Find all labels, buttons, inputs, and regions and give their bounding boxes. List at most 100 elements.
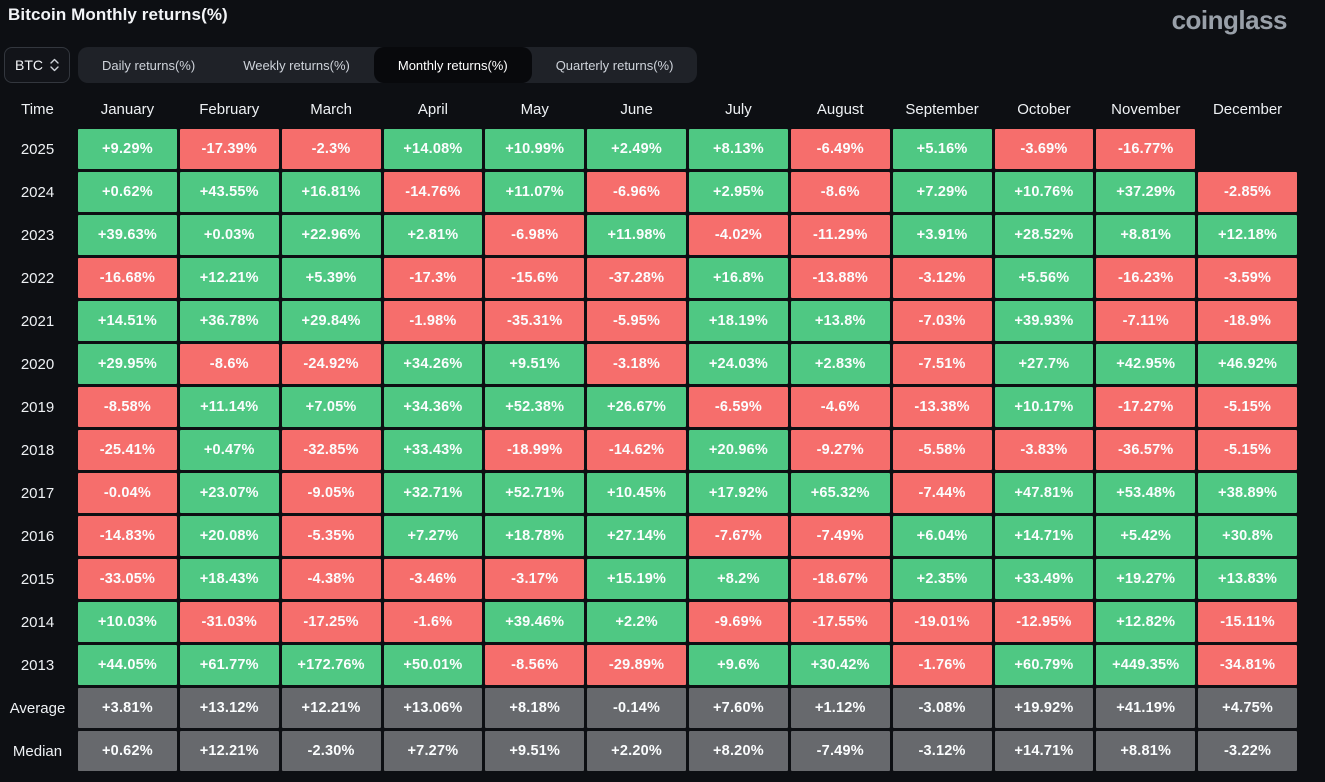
top-bar: Bitcoin Monthly returns(%) coinglass: [0, 0, 1325, 34]
monthly-return-cell: -0.04%: [78, 473, 177, 513]
page-title: Bitcoin Monthly returns(%): [8, 5, 228, 24]
monthly-return-cell: +12.18%: [1198, 215, 1297, 255]
summary-row-label: Median: [12, 742, 63, 760]
monthly-return-cell: -3.69%: [994, 129, 1094, 169]
monthly-return-cell: -17.25%: [281, 602, 381, 642]
monthly-return-cell: -6.49%: [790, 129, 890, 169]
year-row-label: 2013: [20, 656, 55, 674]
monthly-return-cell: +9.6%: [689, 645, 788, 685]
monthly-return-cell: +18.78%: [485, 516, 585, 556]
monthly-return-cell: -29.89%: [587, 645, 686, 685]
monthly-return-cell: -6.96%: [587, 172, 686, 212]
monthly-return-cell: +28.52%: [994, 215, 1094, 255]
monthly-return-cell: -9.69%: [689, 602, 788, 642]
monthly-return-cell: -7.03%: [892, 301, 992, 341]
monthly-return-cell: +17.92%: [689, 473, 788, 513]
controls-row: BTC Daily returns(%) Weekly returns(%) M…: [4, 47, 1325, 83]
summary-return-cell: +14.71%: [994, 731, 1094, 771]
monthly-return-cell: -2.3%: [281, 129, 381, 169]
monthly-return-cell: +12.21%: [179, 258, 279, 298]
monthly-return-cell: -3.12%: [892, 258, 992, 298]
monthly-return-cell: +10.03%: [78, 602, 177, 642]
monthly-return-cell: +11.14%: [179, 387, 279, 427]
monthly-return-cell: +16.81%: [281, 172, 381, 212]
month-column-header: May: [520, 100, 549, 118]
monthly-return-cell: +7.05%: [281, 387, 381, 427]
year-row-label: 2021: [20, 312, 55, 330]
summary-return-cell: +19.92%: [994, 688, 1094, 728]
month-column-header: August: [816, 100, 864, 118]
monthly-return-cell: -12.95%: [994, 602, 1094, 642]
monthly-return-cell: +60.79%: [994, 645, 1094, 685]
month-column-header: October: [1017, 100, 1071, 118]
monthly-return-cell: +5.42%: [1096, 516, 1196, 556]
summary-return-cell: -0.14%: [587, 688, 686, 728]
monthly-return-cell: +2.2%: [587, 602, 686, 642]
monthly-return-cell: -18.99%: [485, 430, 585, 470]
monthly-return-cell: +39.63%: [78, 215, 177, 255]
monthly-return-cell: +14.08%: [383, 129, 483, 169]
monthly-return-cell: -13.38%: [892, 387, 992, 427]
monthly-return-cell: -3.46%: [383, 559, 483, 599]
monthly-return-cell: -18.67%: [790, 559, 890, 599]
monthly-return-cell: +47.81%: [994, 473, 1094, 513]
monthly-return-cell: +11.07%: [485, 172, 585, 212]
monthly-return-cell: -15.6%: [485, 258, 585, 298]
monthly-return-cell: -17.39%: [179, 129, 279, 169]
monthly-return-cell: -1.6%: [383, 602, 483, 642]
monthly-return-cell: +46.92%: [1198, 344, 1297, 384]
monthly-return-cell: +2.49%: [587, 129, 686, 169]
monthly-return-cell: +10.99%: [485, 129, 585, 169]
month-column-header: February: [199, 100, 260, 118]
summary-return-cell: -3.08%: [892, 688, 992, 728]
month-column-header: March: [310, 100, 352, 118]
monthly-return-cell: +6.04%: [892, 516, 992, 556]
monthly-return-cell: -5.58%: [892, 430, 992, 470]
summary-return-cell: -2.30%: [281, 731, 381, 771]
monthly-return-cell: -7.49%: [790, 516, 890, 556]
tab-daily-returns[interactable]: Daily returns(%): [78, 47, 219, 83]
year-row-label: 2020: [20, 355, 55, 373]
monthly-return-cell: -18.9%: [1198, 301, 1297, 341]
monthly-return-cell: +16.8%: [689, 258, 788, 298]
monthly-return-cell: +5.16%: [892, 129, 992, 169]
monthly-return-cell: -8.6%: [790, 172, 890, 212]
summary-return-cell: -7.49%: [790, 731, 890, 771]
summary-row-label: Average: [9, 699, 66, 717]
monthly-return-cell: +24.03%: [689, 344, 788, 384]
monthly-return-cell: +22.96%: [281, 215, 381, 255]
monthly-return-cell: -37.28%: [587, 258, 686, 298]
monthly-return-cell: -25.41%: [78, 430, 177, 470]
tab-weekly-returns[interactable]: Weekly returns(%): [219, 47, 374, 83]
monthly-return-cell: +10.17%: [994, 387, 1094, 427]
returns-table: Time January February March April May June July…: [0, 92, 1297, 771]
monthly-return-cell: +5.39%: [281, 258, 381, 298]
monthly-return-cell: -13.88%: [790, 258, 890, 298]
monthly-return-cell: +7.27%: [383, 516, 483, 556]
symbol-select[interactable]: BTC: [4, 47, 70, 83]
summary-return-cell: +8.81%: [1096, 731, 1196, 771]
summary-return-cell: +2.20%: [587, 731, 686, 771]
tab-quarterly-returns[interactable]: Quarterly returns(%): [532, 47, 698, 83]
monthly-return-cell: -7.11%: [1096, 301, 1196, 341]
monthly-return-cell: +8.13%: [689, 129, 788, 169]
monthly-return-cell: +34.36%: [383, 387, 483, 427]
monthly-return-cell: +27.14%: [587, 516, 686, 556]
monthly-return-cell: -17.55%: [790, 602, 890, 642]
year-row-label: 2024: [20, 183, 55, 201]
monthly-return-cell: -17.27%: [1096, 387, 1196, 427]
month-column-header: December: [1212, 100, 1283, 118]
monthly-return-cell: +5.56%: [994, 258, 1094, 298]
monthly-return-cell: +33.49%: [994, 559, 1094, 599]
year-row-label: 2023: [20, 226, 55, 244]
monthly-return-cell: -1.76%: [892, 645, 992, 685]
year-row-label: 2016: [20, 527, 55, 545]
year-row-label: 2019: [20, 398, 55, 416]
monthly-return-cell: +18.19%: [689, 301, 788, 341]
tab-monthly-returns[interactable]: Monthly returns(%): [373, 47, 532, 83]
monthly-return-cell: +3.91%: [892, 215, 992, 255]
monthly-return-cell: +18.43%: [179, 559, 279, 599]
monthly-return-cell: -34.81%: [1198, 645, 1297, 685]
coinglass-logo: coinglass: [1171, 5, 1288, 35]
monthly-return-cell: +42.95%: [1096, 344, 1196, 384]
